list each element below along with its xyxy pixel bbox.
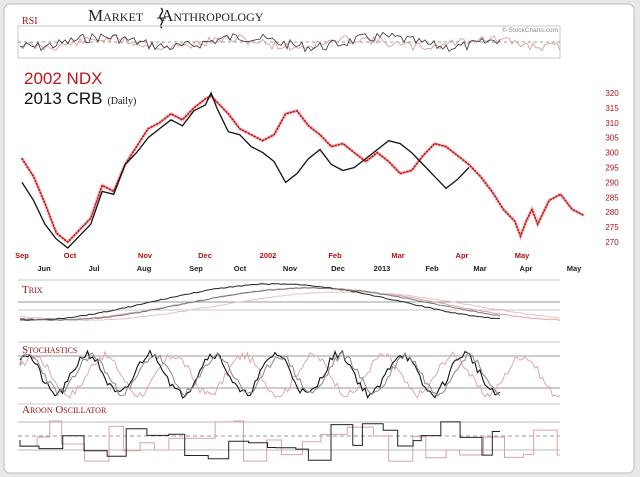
x-top-tick-label: Sep: [15, 251, 29, 260]
x-bottom-tick-label: May: [567, 264, 582, 273]
x-top-tick-label: Dec: [198, 251, 212, 260]
x-bottom-tick-label: Sep: [189, 264, 203, 273]
price-y-axis: 320 315 310 305 300 295 290 285 280 275 270: [605, 89, 619, 247]
y-tick-label: 315: [605, 104, 619, 113]
y-tick-label: 320: [605, 89, 619, 98]
x-bottom-tick-label: Feb: [425, 264, 439, 273]
stoch-2002-ndx-line: [19, 350, 561, 400]
x-bottom-tick-label: Mar: [473, 264, 486, 273]
y-tick-label: 305: [605, 134, 619, 143]
brand-name: MARKET ANTHROPOLOGY: [88, 6, 264, 25]
series-2002-ndx-line: [21, 94, 585, 244]
credit-text: © StockCharts.com: [502, 26, 558, 34]
y-tick-label: 290: [605, 178, 619, 187]
title-line-1: 2002 NDX: [24, 69, 102, 88]
x-top-tick-label: Oct: [64, 251, 77, 260]
y-tick-label: 280: [605, 208, 619, 217]
y-tick-label: 285: [605, 193, 619, 202]
x-bottom-tick-label: 2013: [374, 264, 391, 273]
stoch-2013-crb-line: [19, 349, 501, 399]
trix-2013-crb-line: [19, 283, 501, 321]
x-top-tick-label: Feb: [328, 251, 342, 260]
x-top-tick-label: May: [515, 251, 530, 260]
trix-2002-ndx-signal: [19, 291, 561, 321]
x-bottom-tick-label: Aug: [137, 264, 152, 273]
x-bottom-tick-label: Jul: [89, 264, 100, 273]
x-bottom-tick-label: Dec: [331, 264, 345, 273]
x-bottom-tick-label: Jun: [37, 264, 51, 273]
y-tick-label: 300: [605, 149, 619, 158]
rsi-line-2013-crb: [19, 31, 501, 53]
y-tick-label: 295: [605, 164, 619, 173]
x-bottom-tick-label: Apr: [520, 264, 533, 273]
y-tick-label: 275: [605, 223, 619, 232]
x-top-tick-label: Mar: [391, 251, 404, 260]
trix-2013-crb-signal: [19, 287, 501, 321]
x-axis-bottom-labels: Jun Jul Aug Sep Oct Nov Dec 2013 Feb Mar Apr May: [37, 264, 582, 273]
title-line-2: 2013 CRB (Daily): [24, 89, 136, 108]
x-bottom-tick-label: Oct: [234, 264, 247, 273]
price-panel: 2002 NDX 2013 CRB (Daily) 320 315 310 305 300…: [15, 69, 619, 273]
aroon-panel-label: Aroon Oscillator: [22, 404, 107, 416]
stoch-2013-crb-signal: [19, 351, 501, 397]
x-bottom-tick-label: Nov: [283, 264, 298, 273]
trix-panel-label: Trix: [22, 284, 43, 296]
series-2013-crb-line: [21, 91, 470, 249]
x-axis-top-labels: Sep Oct Nov Dec 2002 Feb Mar Apr May: [15, 251, 530, 260]
y-tick-label: 310: [605, 119, 619, 128]
rsi-line-2002-ndx: [19, 34, 561, 52]
price-series: [21, 91, 585, 249]
x-top-tick-label: Apr: [456, 251, 469, 260]
x-top-tick-label: 2002: [260, 251, 277, 260]
x-top-tick-label: Nov: [138, 251, 153, 260]
rsi-panel-label: RSI: [22, 16, 38, 27]
aroon-2013-crb-line: [19, 421, 500, 461]
y-tick-label: 270: [605, 238, 619, 247]
stochastics-panel-label: Stochastics: [22, 344, 77, 356]
